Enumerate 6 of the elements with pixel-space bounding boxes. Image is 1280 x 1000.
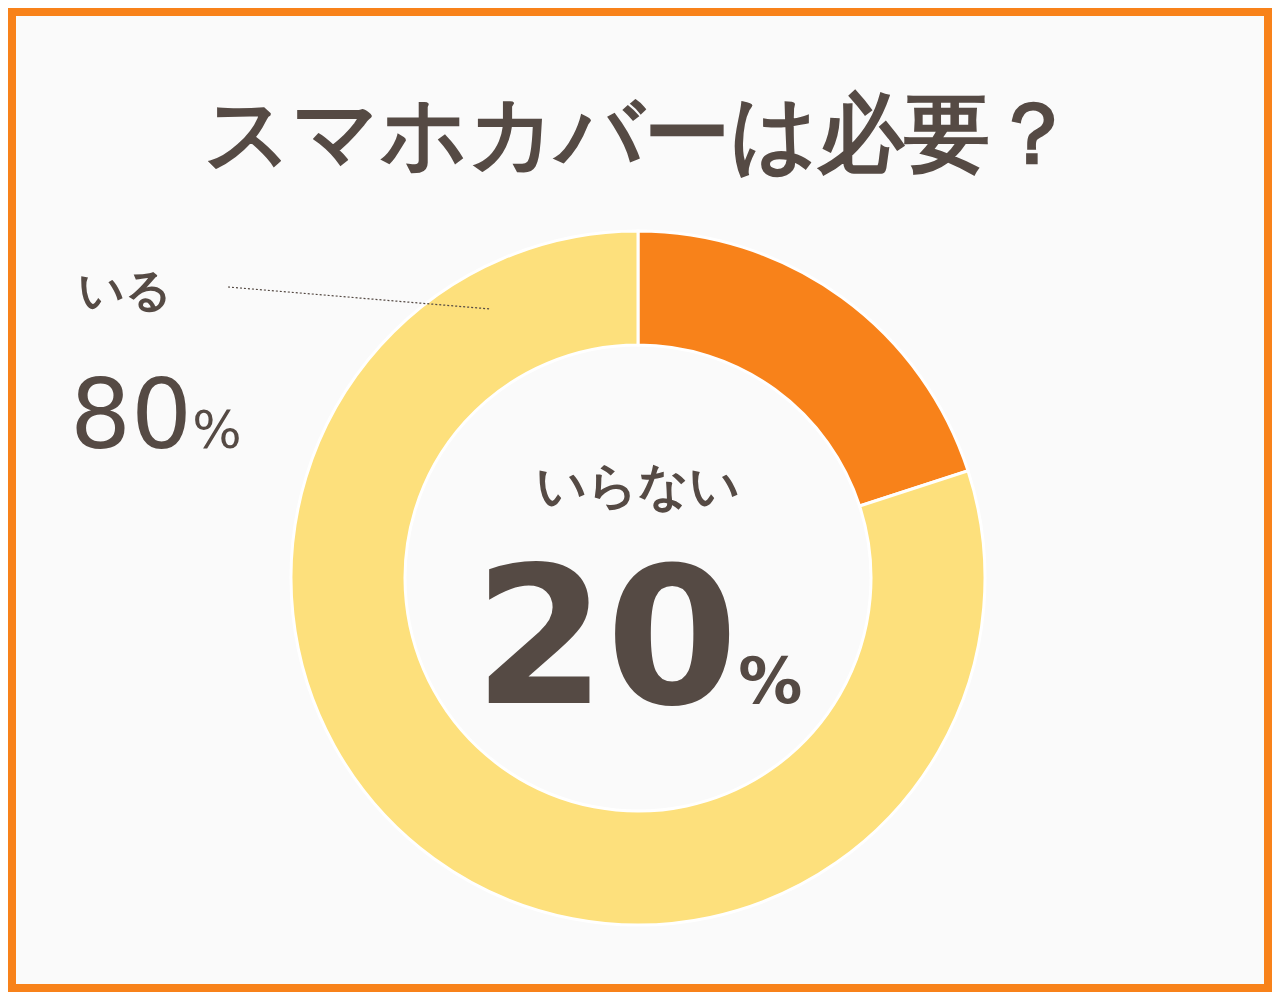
slice-label: いる (78, 263, 172, 317)
chart-title: スマホカバーは必要？ (204, 83, 1076, 183)
slice-label: いらない (536, 457, 740, 515)
data-label: 20% (473, 527, 803, 748)
donut-slice (289, 229, 986, 927)
data-label: 80% (70, 359, 242, 471)
